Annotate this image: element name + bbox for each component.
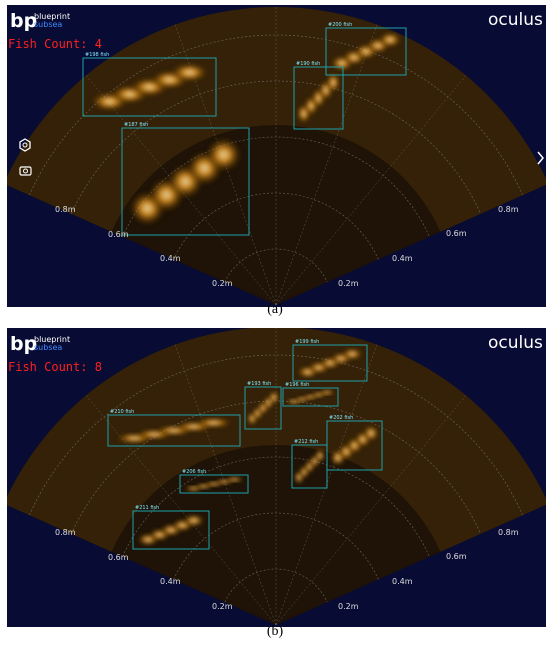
detection-label: #212 fish (294, 439, 318, 445)
range-label: 0.6m (108, 230, 129, 239)
detection-box (325, 27, 407, 76)
range-label: 0.8m (498, 205, 519, 214)
detection-box (179, 474, 249, 494)
bearing-line (85, 395, 277, 626)
echo (170, 63, 209, 82)
detection-label: #200 fish (328, 22, 352, 28)
echo (341, 348, 363, 360)
range-label: 0.8m (55, 528, 76, 537)
detection-label: #199 fish (295, 339, 319, 345)
logo-name: blueprint (34, 12, 70, 21)
settings-icon (19, 138, 31, 152)
detection-box (293, 66, 344, 130)
detection-box (244, 386, 282, 430)
detection-label: #202 fish (329, 415, 353, 421)
logo-sub: subsea (34, 20, 62, 29)
range-ring (224, 568, 328, 603)
echo (326, 72, 341, 93)
detection-box (282, 387, 339, 407)
echo (205, 137, 242, 172)
range-label: 0.2m (212, 602, 233, 611)
sonar-band (7, 328, 546, 552)
detection-box (132, 510, 210, 550)
logo-mark: bp (10, 333, 37, 355)
echo (195, 417, 233, 428)
range-label: 0.8m (498, 528, 519, 537)
brand: oculus (488, 333, 543, 353)
brand: oculus (488, 10, 543, 30)
sonar-view: #199 fish #193 fish #196 fish #210 fish #202… (7, 328, 546, 627)
detection-label: #187 fish (124, 122, 148, 128)
range-label: 0.2m (338, 279, 359, 288)
range-label: 0.2m (338, 602, 359, 611)
sonar-band (7, 6, 546, 232)
camera-icon (19, 166, 32, 176)
logo-mark: bp (10, 10, 37, 32)
settings-icon-center (22, 142, 28, 148)
range-ring (71, 80, 481, 215)
range-label: 0.4m (160, 577, 181, 586)
range-label: 0.4m (160, 254, 181, 263)
fish-count: Fish Count: 4 (8, 37, 102, 51)
panel-label: (b) (266, 624, 284, 639)
sonar-view: #198 fish #200 fish #190 fish #187 fish 0.8m… (7, 5, 546, 307)
range-label: 0.6m (108, 553, 129, 562)
bearing-line (275, 395, 467, 626)
fish-count: Fish Count: 8 (8, 360, 102, 374)
range-label: 0.6m (446, 552, 467, 561)
bearing-line (174, 344, 277, 626)
echo (319, 389, 335, 396)
detection-label: #190 fish (296, 61, 320, 67)
logo-name: blueprint (34, 335, 70, 344)
bearing-line (275, 24, 378, 306)
echo (183, 514, 205, 527)
bearing-line (275, 75, 467, 306)
range-label: 0.6m (446, 229, 467, 238)
next-chevron (537, 151, 544, 165)
detection-box (107, 414, 241, 447)
echo (224, 476, 244, 483)
detection-label: #211 fish (135, 505, 159, 511)
camera-lens (23, 168, 28, 174)
detection-label: #196 fish (285, 382, 309, 388)
echo (363, 425, 379, 442)
echo (378, 32, 402, 48)
range-label: 0.4m (392, 577, 413, 586)
panel-label: (a) (267, 302, 283, 317)
detection-label: #210 fish (110, 409, 134, 415)
logo-sub: subsea (34, 343, 62, 352)
detection-label: #198 fish (85, 52, 109, 58)
range-label: 0.2m (212, 279, 233, 288)
echo (315, 448, 325, 463)
echo (268, 390, 279, 405)
range-label: 0.4m (392, 254, 413, 263)
detection-label: #193 fish (247, 381, 271, 387)
detection-box (292, 344, 368, 382)
bearing-line (275, 344, 378, 626)
detection-box (82, 57, 217, 117)
detection-label: #206 fish (182, 469, 206, 475)
detection-box (121, 127, 250, 236)
range-ring (224, 248, 328, 283)
detection-box (291, 444, 328, 489)
range-label: 0.8m (55, 205, 76, 214)
